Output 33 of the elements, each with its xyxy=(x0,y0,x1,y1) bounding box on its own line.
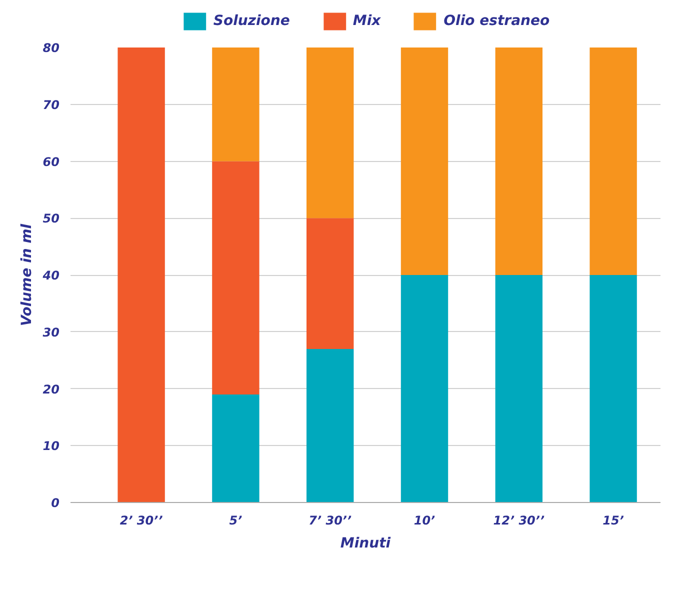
x-tick-label: 5’ xyxy=(229,514,243,528)
y-tick-label: 10 xyxy=(42,439,60,454)
bar xyxy=(400,275,448,502)
bar xyxy=(212,161,260,394)
bar xyxy=(306,348,354,502)
bar xyxy=(212,48,260,162)
legend-label: Olio estraneo xyxy=(444,13,550,29)
bar xyxy=(495,48,542,275)
y-tick-label: 0 xyxy=(51,496,60,510)
y-tick-label: 30 xyxy=(42,325,60,340)
x-tick-label: 7’ 30’’ xyxy=(308,514,352,528)
x-tick-label: 2’ 30’’ xyxy=(120,514,164,528)
y-tick-label: 40 xyxy=(42,268,60,282)
bar xyxy=(212,394,260,502)
legend-label: Soluzione xyxy=(213,13,290,29)
bar xyxy=(590,48,637,275)
bar xyxy=(400,48,448,275)
bar xyxy=(306,218,354,349)
legend-label: Mix xyxy=(352,13,381,29)
x-tick-label: 10’ xyxy=(414,514,436,528)
y-tick-label: 20 xyxy=(42,382,60,396)
bar xyxy=(590,275,637,502)
y-tick-label: 50 xyxy=(42,212,60,226)
bar xyxy=(118,48,165,502)
bar xyxy=(306,48,354,218)
bar xyxy=(495,275,542,502)
x-axis-title: Minuti xyxy=(340,536,391,552)
y-tick-label: 70 xyxy=(42,98,60,112)
y-axis-title: Volume in ml xyxy=(18,224,35,326)
y-tick-label: 60 xyxy=(42,154,60,169)
x-tick-label: 15’ xyxy=(602,514,624,528)
x-tick-label: 12’ 30’’ xyxy=(493,514,545,528)
y-tick-label: 80 xyxy=(42,41,60,55)
